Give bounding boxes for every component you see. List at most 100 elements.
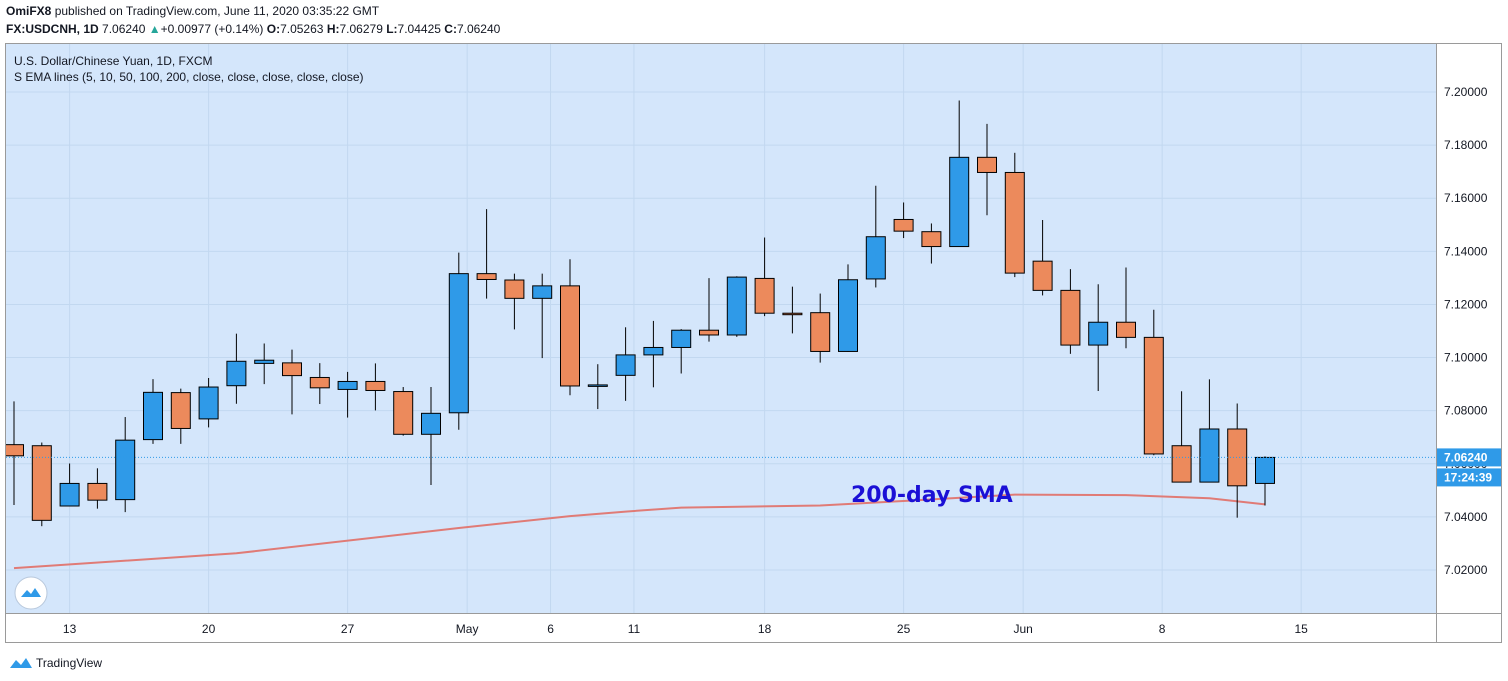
candle[interactable] (699, 278, 719, 342)
candle[interactable] (365, 363, 386, 411)
candle[interactable] (560, 259, 580, 396)
open-value: 7.05263 (280, 22, 324, 36)
time-tick-label: 25 (897, 622, 911, 636)
price-tick-label: 7.12000 (1444, 297, 1488, 311)
candle[interactable] (198, 378, 219, 428)
candle-body (810, 312, 831, 352)
candle-body (365, 380, 386, 391)
candle[interactable] (309, 363, 330, 405)
candle[interactable] (476, 209, 497, 299)
candle-body (1088, 321, 1109, 346)
candle-body (421, 412, 441, 435)
candle[interactable] (977, 123, 997, 216)
candle[interactable] (31, 442, 52, 527)
candle-body (170, 392, 191, 429)
candle-body (560, 285, 580, 387)
candle-body (782, 312, 803, 316)
chart-pane[interactable] (6, 44, 1436, 613)
candle-body (198, 386, 219, 420)
candle-body (31, 445, 52, 521)
candle[interactable] (726, 276, 747, 337)
candle[interactable] (782, 286, 803, 334)
indicator-legend[interactable]: S EMA lines (5, 10, 50, 100, 200, close,… (14, 70, 364, 84)
candle[interactable] (1032, 219, 1053, 296)
candle[interactable] (587, 364, 608, 410)
high-label: H: (326, 22, 340, 36)
sma-200-line (13, 493, 1266, 570)
time-tick-label: 6 (547, 622, 554, 636)
candle-body (309, 376, 330, 389)
candle[interactable] (671, 329, 692, 374)
candle-body (921, 231, 942, 248)
time-tick-label: 13 (63, 622, 77, 636)
candle[interactable] (393, 387, 414, 436)
candle[interactable] (1088, 284, 1109, 392)
current-price-badge (1437, 448, 1501, 467)
candle[interactable] (532, 273, 553, 359)
price-chart[interactable]: 7.020007.040007.060007.080007.100007.120… (6, 44, 1501, 642)
price-axis[interactable] (1436, 44, 1501, 642)
candle-body (1199, 428, 1220, 483)
candle-body (671, 329, 692, 348)
time-tick-label: 18 (758, 622, 772, 636)
candle[interactable] (1116, 267, 1136, 349)
candle[interactable] (254, 343, 275, 385)
price-change: +0.00977 (+0.14%) (160, 22, 264, 36)
candle-body (143, 391, 163, 441)
countdown-badge (1437, 468, 1501, 487)
candle[interactable] (810, 293, 831, 363)
candle[interactable] (282, 349, 302, 415)
chart-frame[interactable]: 7.020007.040007.060007.080007.100007.120… (5, 43, 1502, 643)
candle[interactable] (1227, 403, 1248, 518)
candle[interactable] (865, 185, 886, 288)
candle-body (726, 276, 747, 336)
candle-body (643, 346, 664, 356)
time-tick-label: May (456, 622, 479, 636)
tradingview-logo[interactable]: TradingView (10, 656, 102, 670)
candle[interactable] (87, 468, 108, 509)
candle[interactable] (1060, 269, 1081, 354)
close-value: 7.06240 (456, 22, 501, 36)
candle[interactable] (754, 237, 775, 317)
candle[interactable] (448, 252, 469, 430)
candle-body (615, 354, 636, 376)
candle[interactable] (893, 202, 914, 239)
price-tick-label: 7.14000 (1444, 244, 1488, 258)
countdown-label: 17:24:39 (1444, 470, 1492, 484)
candle[interactable] (115, 417, 136, 513)
candle[interactable] (1199, 379, 1220, 483)
chart-legend-title[interactable]: U.S. Dollar/Chinese Yuan, 1D, FXCM (14, 54, 213, 68)
candle[interactable] (1143, 309, 1164, 456)
candle-body (115, 439, 136, 501)
candle[interactable] (421, 387, 441, 486)
candle[interactable] (170, 388, 191, 444)
tradingview-logo-icon (10, 658, 32, 668)
candle-body (1116, 321, 1136, 338)
candle[interactable] (615, 327, 636, 401)
candle[interactable] (838, 264, 858, 352)
candle-body (949, 156, 970, 248)
candle[interactable] (143, 379, 163, 444)
candle[interactable] (921, 223, 942, 264)
candle[interactable] (337, 371, 358, 418)
author-name[interactable]: OmiFX8 (6, 4, 52, 18)
candle-body (1143, 336, 1164, 455)
time-tick-label: 11 (628, 622, 641, 636)
candle-body (1004, 171, 1025, 274)
candle[interactable] (1255, 456, 1275, 506)
candle[interactable] (226, 333, 247, 404)
candle[interactable] (1004, 152, 1025, 278)
candle-body (587, 384, 608, 387)
candle[interactable] (6, 401, 24, 505)
symbol-info-line: FX:USDCNH, 1D 7.06240 ▲+0.00977 (+0.14%)… (6, 22, 500, 36)
candle[interactable] (504, 273, 525, 330)
candle[interactable] (643, 320, 664, 388)
candle[interactable] (59, 463, 80, 507)
price-tick-label: 7.16000 (1444, 191, 1488, 205)
symbol-label: FX:USDCNH, 1D (6, 22, 99, 36)
candle-body (865, 236, 886, 280)
candle[interactable] (949, 100, 970, 248)
candle[interactable] (1171, 391, 1192, 483)
tradingview-badge-icon[interactable] (14, 576, 48, 610)
candle-body (282, 362, 302, 377)
